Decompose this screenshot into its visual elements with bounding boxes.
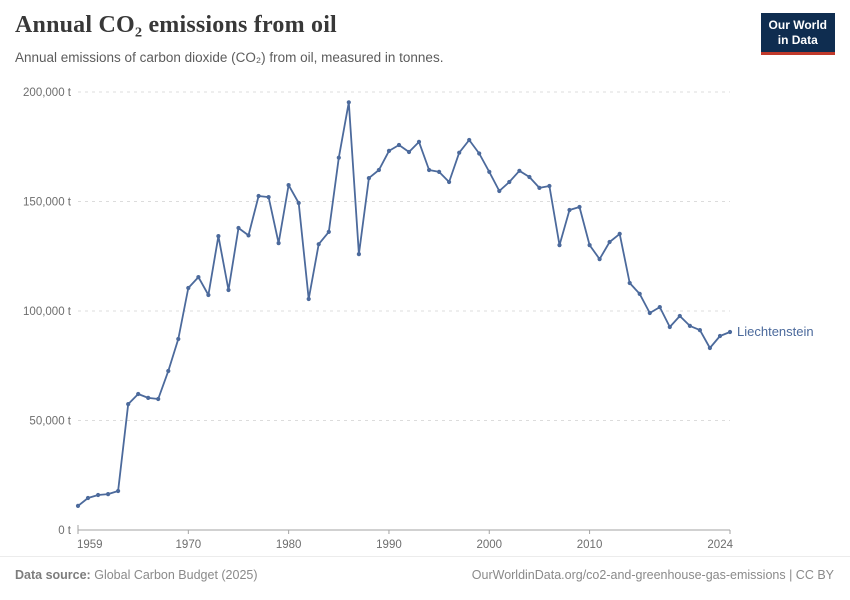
data-point xyxy=(537,185,542,190)
data-point xyxy=(236,225,241,231)
chart-subtitle: Annual emissions of carbon dioxide (CO₂)… xyxy=(15,50,444,65)
data-point xyxy=(126,402,131,407)
data-source-label: Data source: xyxy=(15,568,91,582)
y-tick-label: 0 t xyxy=(58,525,72,537)
x-tick-label: 2010 xyxy=(577,539,603,551)
data-point xyxy=(427,167,432,173)
data-point xyxy=(527,174,532,180)
data-point xyxy=(477,151,482,156)
x-tick-label: 1970 xyxy=(176,539,202,551)
data-point xyxy=(376,167,381,173)
chart-footer: Data source: Global Carbon Budget (2025)… xyxy=(0,556,850,582)
data-point xyxy=(677,313,682,319)
data-point xyxy=(366,176,371,181)
data-point xyxy=(326,229,331,234)
data-point xyxy=(667,324,672,330)
data-point xyxy=(467,137,472,143)
x-tick-label: 2000 xyxy=(476,539,502,551)
data-point xyxy=(336,155,341,160)
data-point xyxy=(507,179,512,185)
data-point xyxy=(406,149,412,155)
data-point xyxy=(256,193,261,199)
data-point xyxy=(627,280,632,286)
data-point xyxy=(416,139,422,144)
data-point xyxy=(206,292,211,298)
data-point xyxy=(717,333,723,339)
data-point xyxy=(196,275,201,280)
data-point xyxy=(687,323,693,328)
data-point xyxy=(346,100,351,105)
data-point xyxy=(216,234,221,239)
owid-logo-line1: Our World xyxy=(768,18,827,32)
data-point xyxy=(727,329,733,335)
data-point xyxy=(146,395,151,400)
data-point xyxy=(85,495,91,501)
data-point xyxy=(567,207,572,213)
data-point xyxy=(75,503,81,508)
data-point xyxy=(386,148,392,153)
data-point xyxy=(707,345,713,351)
data-point xyxy=(276,241,281,246)
data-source-value: Global Carbon Budget (2025) xyxy=(94,568,258,582)
data-point xyxy=(587,243,592,248)
page-title: Annual CO₂ emissions from oil xyxy=(15,12,337,38)
data-point xyxy=(106,492,111,497)
data-point xyxy=(306,296,311,302)
data-point xyxy=(296,200,301,206)
y-tick-label: 150,000 t xyxy=(23,197,72,209)
entity-label: Liechtenstein xyxy=(737,324,814,339)
data-point xyxy=(547,183,552,189)
data-point xyxy=(617,231,622,236)
data-point xyxy=(96,492,101,498)
data-point xyxy=(356,252,361,257)
data-point xyxy=(447,179,452,185)
data-point xyxy=(607,239,612,245)
data-point xyxy=(176,336,181,342)
data-point xyxy=(657,305,662,310)
owid-logo[interactable]: Our World in Data xyxy=(760,13,835,55)
data-point xyxy=(487,169,492,174)
data-point xyxy=(457,150,462,155)
data-point xyxy=(647,310,652,316)
data-point xyxy=(116,488,121,494)
data-point xyxy=(637,291,642,296)
x-tick-label: 2024 xyxy=(707,539,733,551)
data-point xyxy=(557,243,562,248)
data-point xyxy=(266,195,271,200)
owid-logo-line2: in Data xyxy=(777,33,818,47)
x-tick-label: 1980 xyxy=(276,539,302,551)
data-point xyxy=(316,242,321,247)
data-point xyxy=(577,204,582,210)
data-source: Data source: Global Carbon Budget (2025) xyxy=(15,568,258,582)
data-point xyxy=(597,257,602,262)
data-point xyxy=(497,188,502,194)
footer-link[interactable]: OurWorldinData.org/co2-and-greenhouse-ga… xyxy=(471,568,834,582)
data-point xyxy=(136,391,141,397)
data-point xyxy=(246,233,251,238)
line-chart-canvas: 0 t 50,000 t 100,000 t 150,000 t 200,000 t 19… xyxy=(23,87,814,551)
data-point xyxy=(156,396,161,402)
data-point xyxy=(186,285,191,291)
y-tick-label: 50,000 t xyxy=(29,416,71,428)
data-point xyxy=(697,328,703,333)
y-tick-label: 100,000 t xyxy=(23,306,72,318)
data-point xyxy=(226,287,231,293)
y-tick-label: 200,000 t xyxy=(23,87,72,99)
data-point xyxy=(166,368,171,374)
data-point xyxy=(437,169,442,174)
data-point xyxy=(286,183,291,188)
emissions-line xyxy=(77,101,731,507)
x-tick-label: 1990 xyxy=(376,539,402,551)
data-point xyxy=(396,142,402,148)
x-tick-label: 1959 xyxy=(77,539,103,551)
data-point xyxy=(517,168,522,173)
